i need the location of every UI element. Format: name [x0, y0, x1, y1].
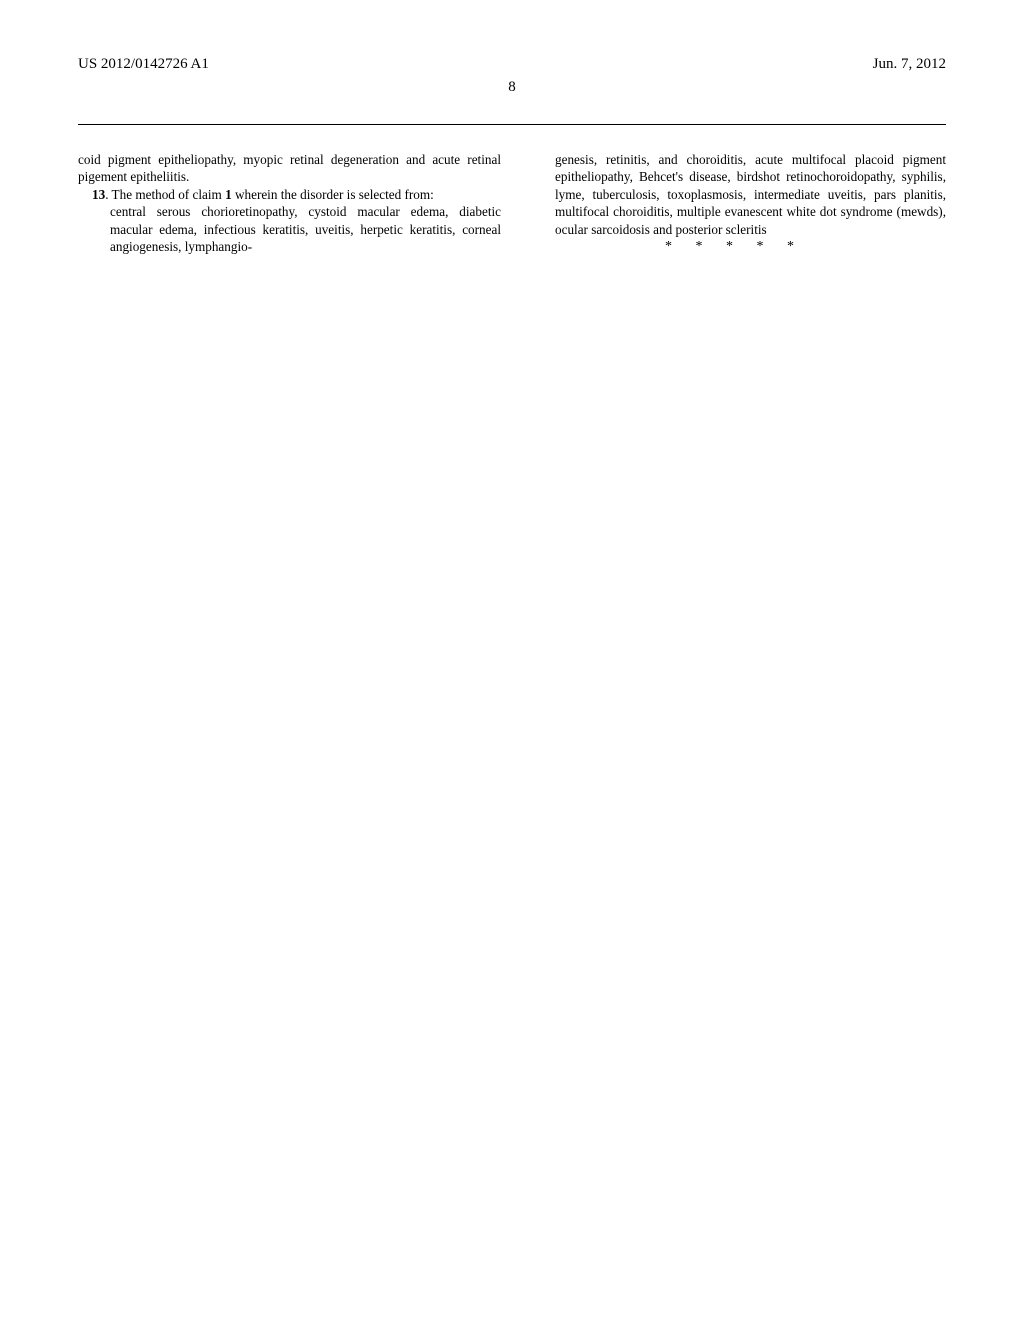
- claim-13: 13. The method of claim 1 wherein the di…: [78, 186, 501, 203]
- publication-number: US 2012/0142726 A1: [78, 56, 209, 73]
- right-column: genesis, retinitis, and choroiditis, acu…: [523, 151, 946, 257]
- page-header: US 2012/0142726 A1 Jun. 7, 2012: [78, 56, 946, 73]
- content-columns: coid pigment epitheliopathy, myopic reti…: [78, 151, 946, 257]
- end-asterisks: * * * * *: [523, 238, 946, 256]
- header-divider: [78, 124, 946, 125]
- page-number: 8: [78, 79, 946, 96]
- publication-date: Jun. 7, 2012: [873, 56, 946, 73]
- continuation-text: coid pigment epitheliopathy, myopic reti…: [78, 151, 501, 186]
- claim-13-text-part2: wherein the disorder is selected from:: [232, 187, 434, 202]
- claim-number-13: 13: [92, 187, 105, 202]
- continuation-text-right: genesis, retinitis, and choroiditis, acu…: [523, 151, 946, 238]
- claim-13-text-part1: . The method of claim: [105, 187, 225, 202]
- claim-ref-1: 1: [225, 187, 232, 202]
- left-column: coid pigment epitheliopathy, myopic reti…: [78, 151, 501, 257]
- claim-13-sub: central serous chorioretinopathy, cystoi…: [78, 203, 501, 255]
